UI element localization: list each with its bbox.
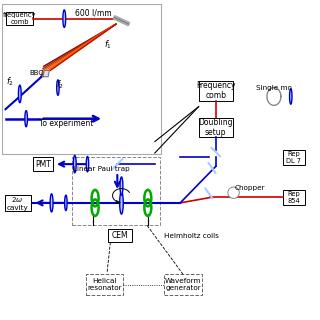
Ellipse shape bbox=[120, 192, 123, 214]
Text: Chopper: Chopper bbox=[234, 185, 265, 191]
Ellipse shape bbox=[19, 85, 21, 103]
Ellipse shape bbox=[63, 10, 66, 28]
Text: To experiment: To experiment bbox=[39, 119, 93, 128]
Text: Single mo: Single mo bbox=[256, 84, 292, 91]
Text: Rep
854: Rep 854 bbox=[288, 191, 300, 204]
Ellipse shape bbox=[290, 89, 292, 104]
Bar bbox=[108, 229, 132, 242]
Text: 600 l/mm: 600 l/mm bbox=[75, 8, 111, 17]
Text: frequency
comb: frequency comb bbox=[3, 12, 36, 25]
Bar bbox=[72, 157, 160, 225]
Ellipse shape bbox=[57, 80, 59, 95]
Bar bbox=[199, 81, 233, 100]
Text: Rep
DL 7: Rep DL 7 bbox=[286, 151, 301, 164]
Bar bbox=[4, 195, 31, 211]
Text: Frequency
comb: Frequency comb bbox=[196, 81, 236, 100]
Text: 2$\omega$
cavity: 2$\omega$ cavity bbox=[7, 195, 28, 211]
Ellipse shape bbox=[73, 156, 76, 173]
Text: PMT: PMT bbox=[35, 160, 51, 169]
Text: CEM: CEM bbox=[112, 231, 128, 240]
Text: $f_2$: $f_2$ bbox=[56, 78, 64, 91]
Text: Linear Paul trap: Linear Paul trap bbox=[73, 166, 130, 172]
Circle shape bbox=[228, 187, 239, 198]
Ellipse shape bbox=[50, 194, 53, 212]
Bar bbox=[6, 12, 33, 25]
Text: $f_2$: $f_2$ bbox=[6, 76, 14, 88]
Text: Helical
resonator: Helical resonator bbox=[87, 278, 122, 291]
Bar bbox=[2, 4, 161, 154]
Bar bbox=[85, 274, 123, 295]
Ellipse shape bbox=[25, 111, 28, 127]
Bar bbox=[283, 189, 305, 205]
Text: Doubling
setup: Doubling setup bbox=[198, 118, 233, 137]
Polygon shape bbox=[43, 70, 49, 77]
Text: Helmholtz coils: Helmholtz coils bbox=[164, 233, 219, 239]
Ellipse shape bbox=[120, 177, 123, 195]
Bar bbox=[33, 157, 53, 171]
Ellipse shape bbox=[65, 195, 67, 211]
Text: $f_1$: $f_1$ bbox=[104, 39, 112, 51]
Ellipse shape bbox=[86, 156, 89, 172]
Bar bbox=[283, 149, 305, 165]
Bar bbox=[199, 118, 233, 137]
Text: BBO: BBO bbox=[29, 70, 44, 76]
Text: Waveform
generator: Waveform generator bbox=[165, 278, 201, 291]
Bar bbox=[164, 274, 202, 295]
